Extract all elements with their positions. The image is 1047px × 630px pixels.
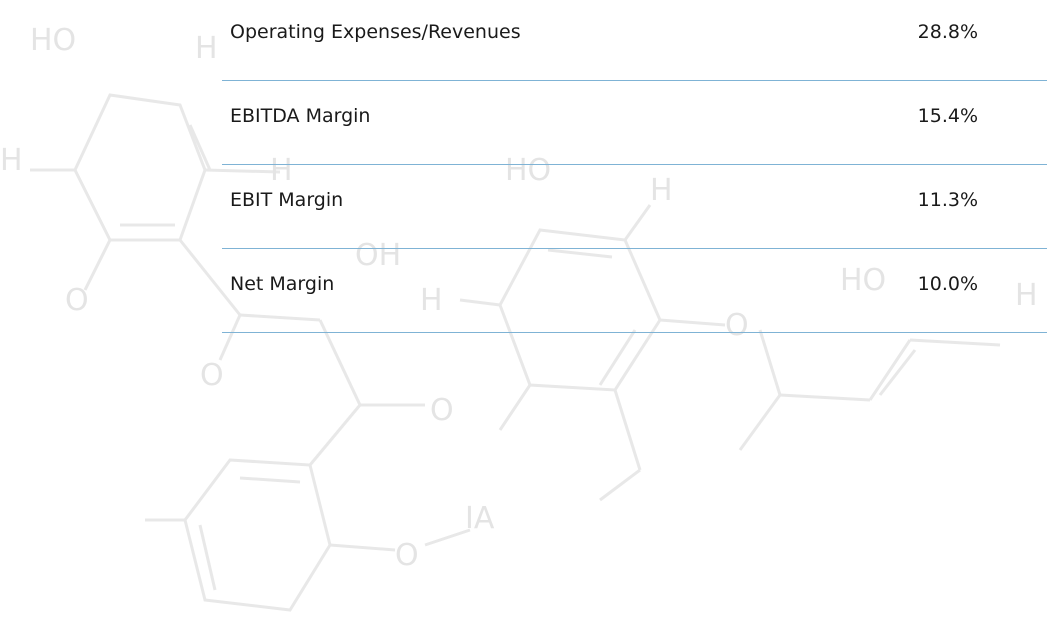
row-label: Net Margin [230,273,335,295]
row-label: EBIT Margin [230,189,344,211]
atom-label: HO [505,153,551,188]
atom-label: HO [840,263,886,298]
row-value: 15.4% [917,105,978,127]
row-label: EBITDA Margin [230,105,371,127]
atom-label: IA [465,501,495,536]
atom-label: H [1015,278,1038,313]
atom-label: O [725,308,749,343]
row-value: 11.3% [917,189,978,211]
table-row: Net Margin 10.0% [222,249,1047,333]
atom-label: H [420,283,443,318]
row-value: 28.8% [917,21,978,43]
atom-label: H [195,31,218,66]
atom-label: HO [30,23,76,58]
molecule-bonds [30,93,1001,612]
atom-label: O [65,283,89,318]
atom-label: H [270,153,293,188]
atom-label: H [0,143,23,178]
row-label: Operating Expenses/Revenues [230,21,521,43]
table-row: EBIT Margin 11.3% [222,165,1047,249]
row-value: 10.0% [917,273,978,295]
atom-label: OH [355,238,401,273]
atom-label: O [430,393,454,428]
atom-label: O [200,358,224,393]
atom-label: H [650,173,673,208]
atom-label: O [395,538,419,573]
table-row: EBITDA Margin 15.4% [222,81,1047,165]
table-row: Operating Expenses/Revenues 28.8% [222,0,1047,81]
